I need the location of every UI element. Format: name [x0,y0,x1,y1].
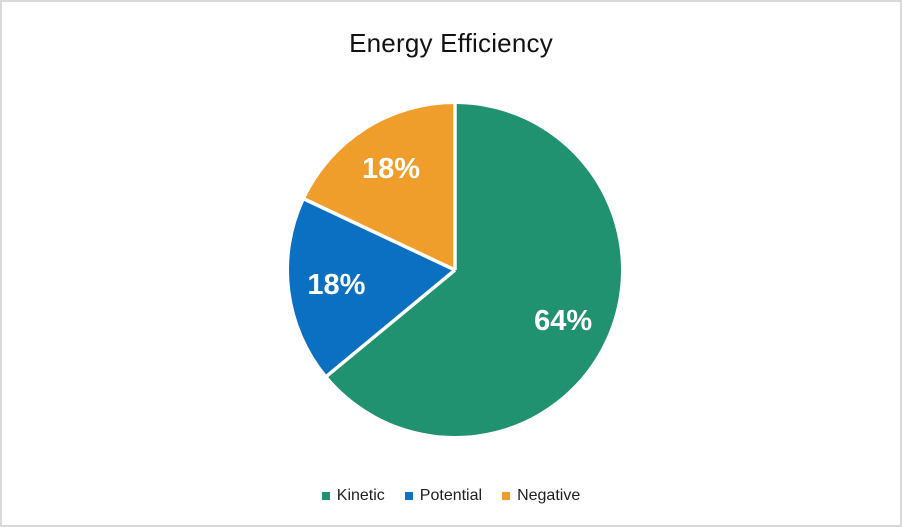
data-labels: 64% 18% 18% [307,153,592,337]
legend-label: Negative [517,487,581,504]
legend-item-potential[interactable]: Potential [404,487,483,505]
pie-slice-kinetic[interactable] [327,104,621,437]
legend-swatch-negative [502,492,511,500]
slice-separators [303,103,457,378]
legend-swatch-potential [404,492,413,500]
chart-legend: Kinetic Potential Negative [2,487,900,505]
pie-slice-potential[interactable] [288,199,455,376]
data-label-potential: 18% [307,269,365,301]
slice-separator [303,197,456,272]
data-label-negative: 18% [362,153,420,185]
chart-title: Energy Efficiency [349,28,553,58]
pie-slice-negative[interactable] [304,104,455,270]
legend-item-negative[interactable]: Negative [502,487,580,505]
slice-separator [325,268,457,378]
legend-label: Kinetic [336,487,385,504]
legend-label: Potential [419,487,483,504]
legend-swatch-kinetic [321,492,330,500]
legend-item-kinetic[interactable]: Kinetic [321,487,385,505]
data-label-kinetic: 64% [534,305,592,337]
pie-slices [288,104,621,437]
